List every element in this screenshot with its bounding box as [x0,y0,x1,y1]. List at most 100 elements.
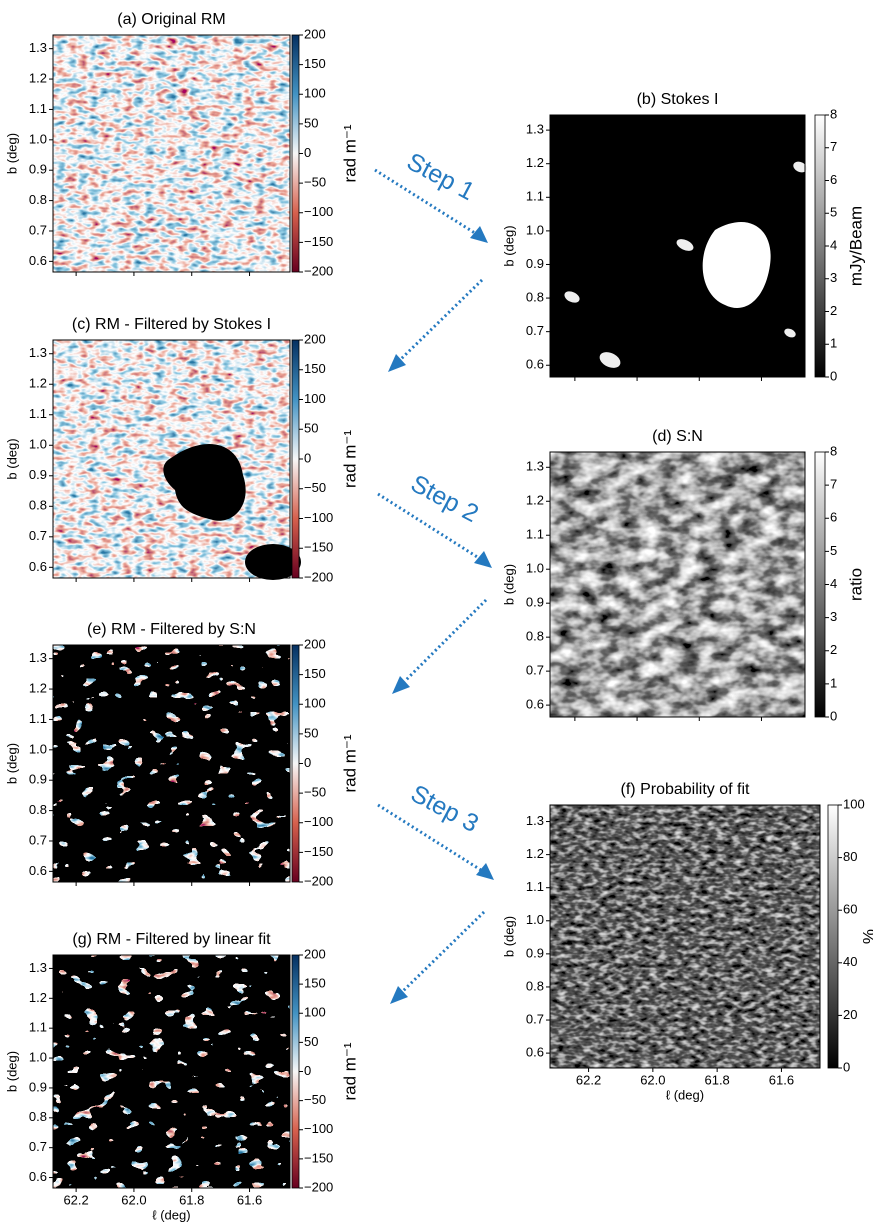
colorbar-tick-label: 50 [304,421,318,436]
y-tick-label: 0.7 [526,663,544,678]
y-tick-label: 0.6 [29,559,47,574]
y-tick-label: 0.7 [29,528,47,543]
y-tick-label: 0.7 [526,1011,544,1026]
y-tick-label: 1.3 [29,960,47,975]
y-tick-label: 0.7 [29,222,47,237]
y-tick-label: 1.0 [526,912,544,927]
colorbar-tick-label: 2 [830,642,837,657]
y-tick-label: 0.8 [29,1109,47,1124]
colorbar-tick-label: 50 [304,725,318,740]
arrowhead [474,551,492,568]
colorbar-tick-label: 0 [304,1063,311,1078]
colorbar [291,954,300,1189]
colorbar-tick-label: −50 [304,785,326,800]
colorbar-tick-label: 8 [830,443,837,458]
frame [52,644,291,883]
y-tick-label: 1.1 [29,406,47,421]
colorbar-tick-label: 200 [304,636,326,651]
heatmap-image [53,955,290,1188]
x-tick-label: 62.2 [63,1192,88,1207]
panel-title: (b) Stokes I [637,91,719,108]
y-tick-label: 1.0 [29,741,47,756]
colorbar-tick-label: 1 [830,336,837,351]
source [599,352,621,368]
colorbar-tick-label: 0 [830,368,837,383]
arrow [400,910,486,994]
y-tick-label: 0.6 [29,1169,47,1184]
source [784,328,796,338]
heatmap-image [550,805,820,1068]
y-tick-label: 1.2 [526,846,544,861]
arrowhead [470,226,488,243]
colorbar-tick-label: 200 [304,26,326,41]
y-tick-label: 0.9 [526,595,544,610]
y-tick-label: 1.2 [526,493,544,508]
y-tick-label: 1.0 [526,222,544,237]
panel-title: (d) S:N [652,428,703,445]
frame [549,114,806,378]
colorbar-label: rad m⁻¹ [340,734,359,792]
colorbar-label: rad m⁻¹ [340,430,359,488]
arrow [377,492,483,562]
source [702,222,771,309]
y-axis-label: b (deg) [4,438,19,479]
panel: 0.6 0.7 0.8 0.9 1.0 1.1 1.2 1.3 (a) Original RM b… [4,11,359,278]
x-tick-label: 61.6 [237,1192,262,1207]
x-tick-label: 62.2 [576,1072,601,1087]
y-tick-label: 1.0 [29,437,47,452]
colorbar-tick-label: 60 [843,902,857,917]
colorbar-tick-label: 100 [843,796,865,811]
colorbar-tick-label: 6 [830,510,837,525]
y-tick-label: 0.7 [29,832,47,847]
colorbar-tick-label: 50 [304,1034,318,1049]
arrow [374,168,479,237]
panel: 0.6 0.7 0.8 0.9 1.0 1.1 1.2 1.3 (b) Stokes I b (d… [501,91,865,383]
colorbar-tick-label: 0 [830,708,837,723]
arrow [398,278,484,362]
colorbar-tick-label: 200 [304,331,326,346]
colorbar-tick-label: 1 [830,675,837,690]
y-tick-label: 0.6 [29,253,47,268]
colorbar-tick-label: −200 [304,873,333,888]
panel-title: (g) RM - Filtered by linear fit [72,931,271,948]
masked-region [163,443,246,521]
x-tick-label: 61.8 [704,1072,729,1087]
colorbar-label: % [859,929,873,944]
y-tick-label: 0.8 [29,498,47,513]
y-axis-label: b (deg) [501,225,516,266]
y-tick-label: 1.3 [526,122,544,137]
colorbar-tick-label: 40 [843,954,857,969]
colorbar-tick-label: 0 [304,450,311,465]
arrowhead [476,863,494,880]
colorbar-tick-label: −50 [304,480,326,495]
colorbar [814,114,826,378]
panel: 62.2 62.0 61.8 61.6 0.6 0.7 0.8 0.9 1.0 1.1 1.2 1.3… [4,931,359,1222]
y-tick-label: 1.3 [29,650,47,665]
colorbar-tick-label: −50 [304,175,326,190]
step-label: Step 2 [406,469,483,528]
colorbar-tick-label: −150 [304,234,333,249]
colorbar-tick-label: 150 [304,666,326,681]
panel: 62.2 62.0 61.8 61.6 0.6 0.7 0.8 0.9 1.0 1.1 1.2 1.3… [501,781,873,1102]
x-tick-label: 62.0 [121,1192,146,1207]
frame [549,451,806,718]
frame [52,954,291,1189]
panel-title: (a) Original RM [117,11,225,28]
colorbar-tick-label: 150 [304,56,326,71]
y-tick-label: 1.3 [526,813,544,828]
colorbar-tick-label: −100 [304,204,333,219]
colorbar-tick-label: −100 [304,510,333,525]
y-axis-label: b (deg) [501,916,516,957]
arrowhead [390,986,408,1004]
y-axis-label: b (deg) [501,564,516,605]
y-tick-label: 1.2 [29,990,47,1005]
y-tick-label: 1.2 [526,155,544,170]
x-tick-label: 61.8 [179,1192,204,1207]
y-tick-label: 0.8 [29,802,47,817]
y-tick-label: 1.0 [29,131,47,146]
y-tick-label: 0.7 [29,1139,47,1154]
colorbar-label: rad m⁻¹ [340,124,359,182]
y-tick-label: 0.6 [526,357,544,372]
panel: 0.6 0.7 0.8 0.9 1.0 1.1 1.2 1.3 (e) RM - Filtere… [4,621,359,888]
